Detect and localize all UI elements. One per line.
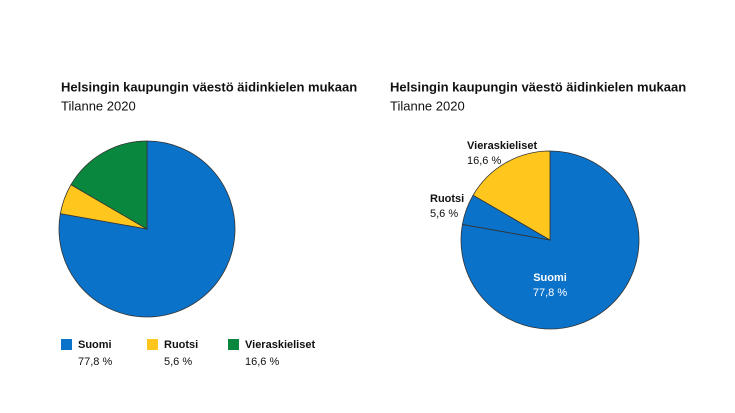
legend-value: 77,8 % [78, 356, 112, 368]
legend-value: 5,6 % [164, 356, 192, 368]
legend-label: Vieraskieliset [245, 339, 315, 351]
chart-subtitle: Tilanne 2020 [390, 98, 465, 113]
legend-value: 16,6 % [245, 356, 279, 368]
chart-title: Helsingin kaupungin väestö äidinkielen m… [390, 79, 686, 94]
data-label: 77,8 % [533, 287, 567, 299]
data-label-name: Ruotsi [430, 193, 464, 205]
pie-slice [70, 140, 148, 230]
chart-title: Helsingin kaupungin väestö äidinkielen m… [61, 79, 357, 94]
legend-swatch [147, 339, 158, 350]
data-label: 16,6 % [467, 155, 501, 167]
legend-swatch [61, 339, 72, 350]
data-label: 5,6 % [430, 208, 458, 220]
legend-label: Suomi [78, 339, 112, 351]
legend-swatch [228, 339, 239, 350]
data-label-name: Vieraskieliset [467, 140, 537, 152]
data-label-name: Suomi [533, 272, 567, 284]
pie-slice [472, 150, 551, 241]
legend-label: Ruotsi [164, 339, 198, 351]
chart-subtitle: Tilanne 2020 [61, 98, 136, 113]
